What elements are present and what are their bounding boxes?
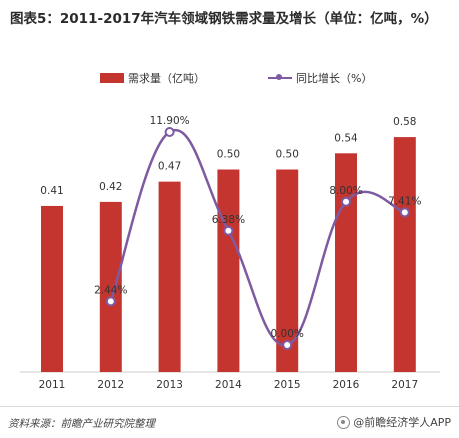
x-tick-label-2012: 2012 <box>97 379 124 391</box>
x-tick-label-2016: 2016 <box>333 379 360 391</box>
x-tick-label-2014: 2014 <box>215 379 242 391</box>
footer-source: 资料来源：前瞻产业研究院整理 <box>8 418 155 430</box>
bar-label-2011: 0.41 <box>40 185 63 197</box>
growth-point-2013 <box>164 127 175 137</box>
growth-label-2014: 6.38% <box>212 214 245 226</box>
growth-point-2012 <box>105 296 116 307</box>
legend-label-demand: 需求量（亿吨） <box>128 72 205 85</box>
bar-2015 <box>276 169 299 372</box>
bar-label-2014: 0.50 <box>217 149 240 161</box>
chart-plot: 0.41 2011 0.42 2012 0.47 2013 0.50 2014 0.50 2015… <box>20 115 440 391</box>
growth-label-2012: 2.44% <box>94 284 127 296</box>
bar-2011 <box>41 205 63 372</box>
growth-point-2014 <box>223 225 234 236</box>
legend: 需求量（亿吨） 同比增长（%） <box>0 70 459 90</box>
growth-line <box>109 128 406 347</box>
x-tick-label-2011: 2011 <box>39 379 66 391</box>
growth-point-2015 <box>282 340 293 350</box>
x-tick-label-2015: 2015 <box>274 379 301 391</box>
legend-item-demand: 需求量（亿吨） <box>100 70 205 86</box>
growth-label-2015: 0.00% <box>271 328 304 340</box>
bar-label-2012: 0.42 <box>99 181 122 193</box>
footer-brand: @前瞻经济学人APP <box>337 414 451 430</box>
growth-label-2017: 7.41% <box>388 195 421 207</box>
legend-item-growth: 同比增长（%） <box>268 70 372 86</box>
footer-divider <box>0 406 459 407</box>
growth-label-2013: 11.90% <box>150 115 190 127</box>
legend-label-growth: 同比增长（%） <box>296 72 373 85</box>
bar-label-2015: 0.50 <box>276 149 299 161</box>
legend-swatch-bar <box>100 73 124 83</box>
bar-2017 <box>393 137 416 372</box>
legend-swatch-line <box>268 74 292 80</box>
growth-label-2016: 8.00% <box>329 185 362 197</box>
bar-2012 <box>99 201 122 372</box>
chart-title: 图表5：2011-2017年汽车领域钢铁需求量及增长（单位：亿吨，%） <box>10 11 438 27</box>
growth-point-2017 <box>399 207 410 218</box>
bar-2014 <box>217 169 240 372</box>
footer-brand-label: @前瞻经济学人APP <box>353 416 451 429</box>
bar-label-2016: 0.54 <box>334 132 358 144</box>
x-tick-label-2017: 2017 <box>391 379 418 391</box>
brand-logo-icon <box>337 415 351 429</box>
bar-label-2013: 0.47 <box>158 161 181 173</box>
bar-2013 <box>158 181 181 372</box>
bar-label-2017: 0.58 <box>393 116 416 128</box>
growth-point-2016 <box>341 196 351 207</box>
x-tick-label-2013: 2013 <box>156 379 183 391</box>
